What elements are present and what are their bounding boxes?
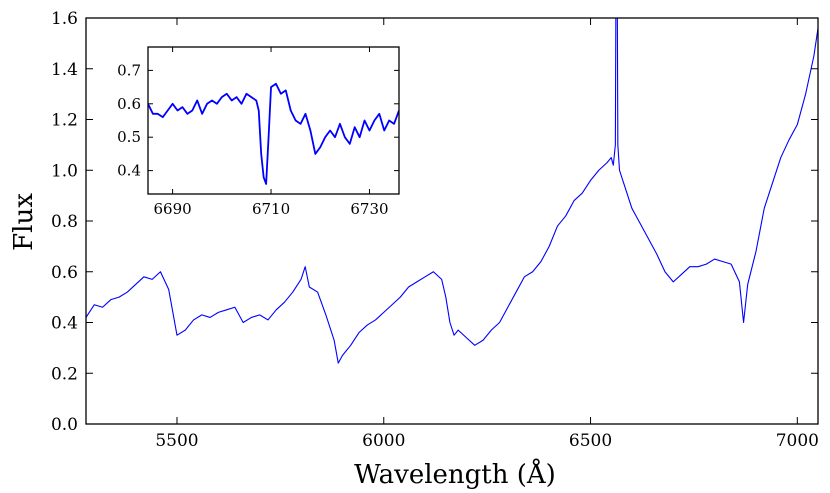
inset-x-tick-label: 6690 — [154, 200, 192, 218]
inset-frame — [147, 46, 400, 195]
main-x-tick-label: 6500 — [569, 431, 612, 451]
main-y-tick-label: 1.4 — [51, 60, 78, 80]
main-y-tick-label: 0.0 — [51, 415, 78, 435]
inset-x-tick-label: 6710 — [252, 200, 290, 218]
y-axis-title: Flux — [9, 193, 39, 251]
inset-y-tick-label: 0.7 — [117, 61, 141, 79]
main-y-tick-label: 0.4 — [51, 314, 78, 334]
inset-series-line-0 — [148, 82, 399, 185]
main-x-tick-label: 7000 — [776, 431, 819, 451]
inset-y-tick-label: 0.5 — [117, 128, 141, 146]
inset-y-tick-label: 0.4 — [117, 162, 141, 180]
main-y-tick-label: 0.8 — [51, 212, 78, 232]
main-series-line-0 — [86, 18, 818, 364]
main-x-tick-label: 5500 — [155, 431, 198, 451]
inset-background — [148, 47, 399, 194]
inset-x-tick-label: 6730 — [350, 200, 388, 218]
x-axis-title: Wavelength (Å) — [354, 458, 556, 490]
main-y-tick-label: 1.6 — [51, 9, 78, 29]
inset-y-tick-label: 0.6 — [117, 95, 141, 113]
main-y-tick-label: 0.2 — [51, 364, 78, 384]
main-y-tick-label: 1.2 — [51, 111, 78, 131]
main-y-tick-label: 1.0 — [51, 161, 78, 181]
main-x-tick-label: 6000 — [362, 431, 405, 451]
inset-plot: 6690 6710 6730 0.4 0.5 0.6 0.7 — [117, 46, 400, 218]
main-plot: 5500 6000 6500 7000 0.0 0.2 0.4 0.6 0.8 1.0 1.2 1.4… — [51, 9, 819, 451]
main-y-tick-label: 0.6 — [51, 263, 78, 283]
